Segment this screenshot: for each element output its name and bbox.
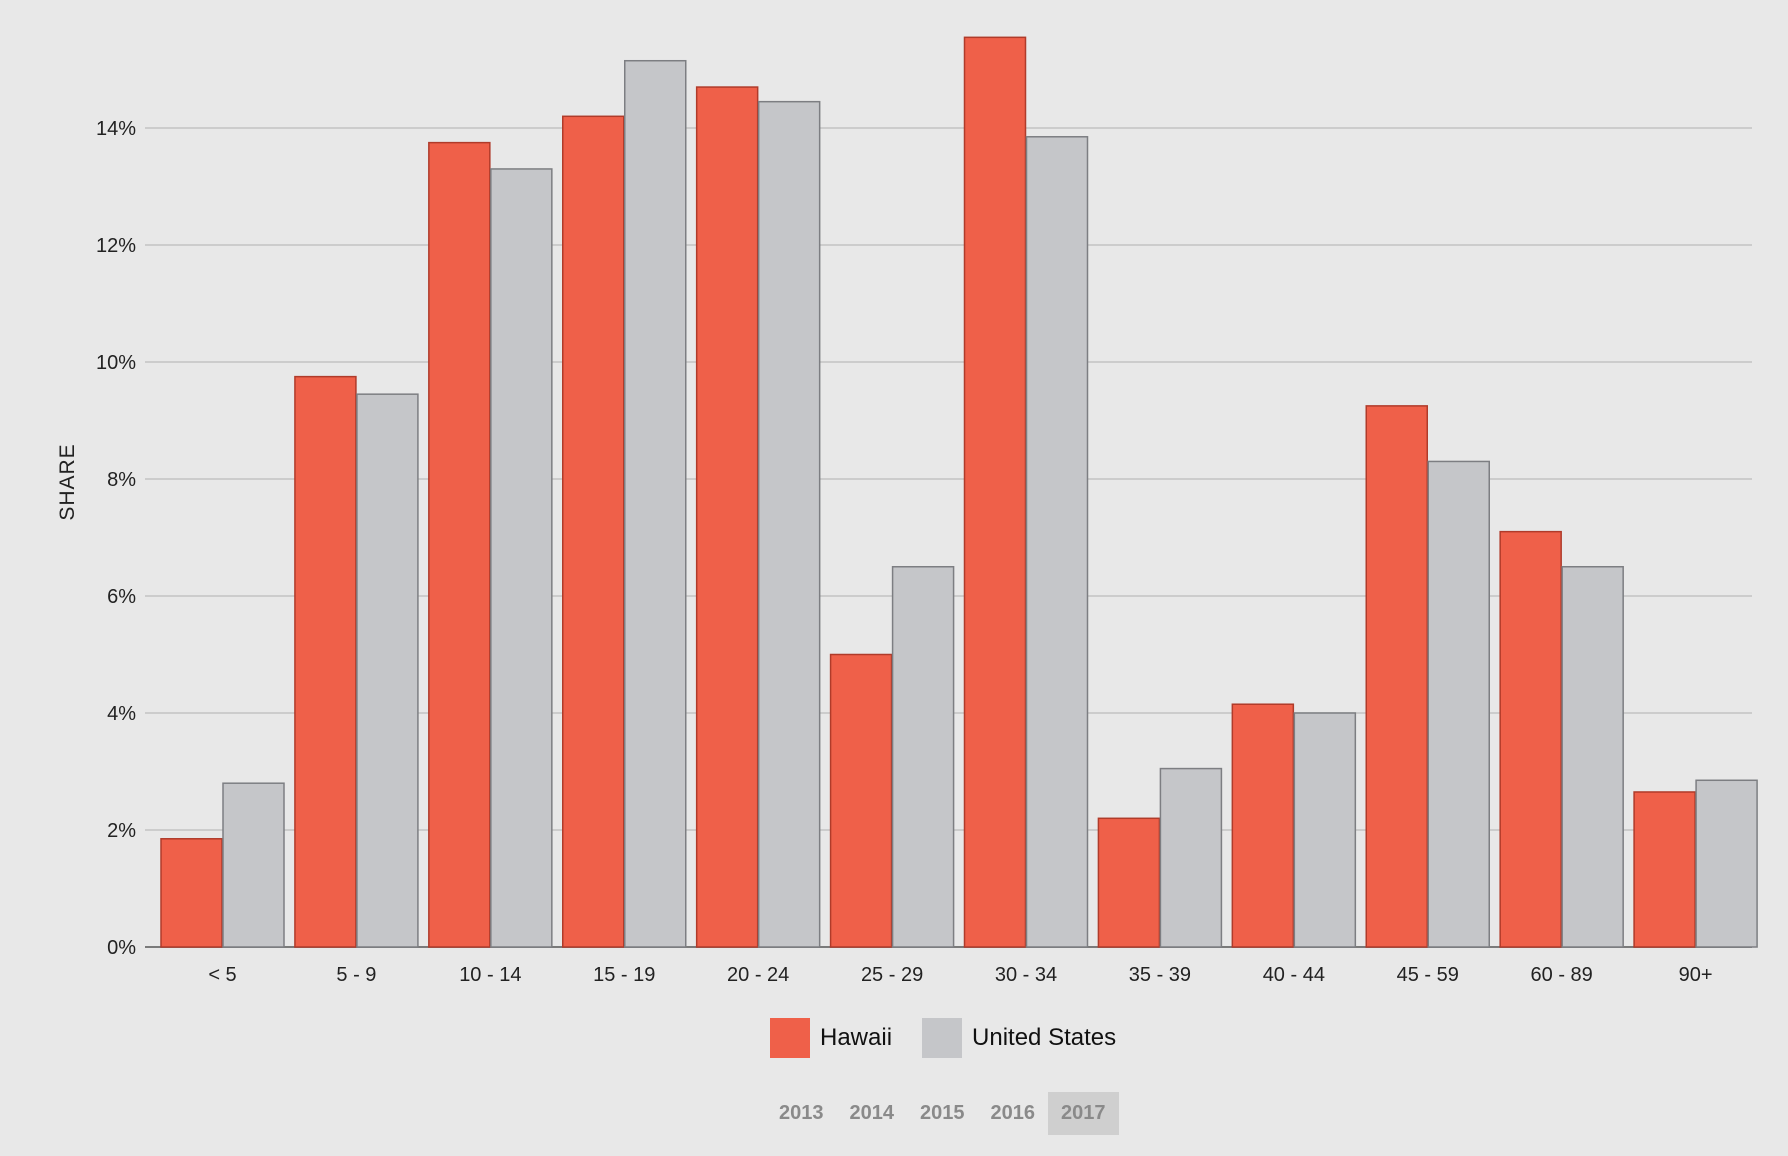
y-axis-ticks: 0% 2% 4% 6% 8% 10% 12% 14%	[96, 118, 136, 959]
bar-hawaii[interactable]	[829, 653, 893, 948]
year-tab-2015[interactable]: 2015	[920, 1102, 965, 1124]
bar-united-states[interactable]	[757, 100, 821, 948]
x-axis-ticks: < 5 5 - 9 10 - 14 15 - 19 20 - 24 25 - 29 30 -…	[208, 964, 1712, 986]
legend-label-united-states: United States	[972, 1024, 1117, 1051]
legend-label-hawaii: Hawaii	[820, 1024, 893, 1051]
x-tick-label: 40 - 44	[1263, 964, 1325, 986]
bar-united-states[interactable]	[490, 168, 553, 948]
year-tab-2013[interactable]: 2013	[779, 1102, 824, 1124]
bar-united-states[interactable]	[1561, 566, 1624, 948]
bar-hawaii[interactable]	[963, 36, 1027, 948]
bar-hawaii[interactable]	[294, 375, 357, 948]
year-selector: 2013 2014 2015 2016 2017	[766, 1092, 1119, 1135]
year-tab-2016[interactable]: 2016	[990, 1102, 1036, 1124]
bar-hawaii[interactable]	[562, 115, 625, 948]
bar-united-states[interactable]	[222, 782, 285, 948]
bar-hawaii[interactable]	[1365, 405, 1428, 948]
y-tick-label: 2%	[107, 820, 136, 842]
legend-item-hawaii[interactable]: Hawaii	[770, 1018, 892, 1058]
bar-hawaii[interactable]	[428, 141, 491, 948]
bar-hawaii[interactable]	[695, 86, 759, 948]
bar-united-states[interactable]	[891, 566, 955, 948]
x-tick-label: 30 - 34	[995, 964, 1057, 986]
x-tick-label: 35 - 39	[1129, 964, 1191, 986]
x-tick-label: 15 - 19	[593, 964, 655, 986]
y-tick-label: 8%	[107, 469, 136, 491]
x-tick-label: 20 - 24	[727, 964, 789, 986]
y-tick-label: 0%	[107, 937, 136, 959]
x-tick-label: 5 - 9	[336, 964, 376, 986]
bar-hawaii[interactable]	[160, 838, 223, 948]
bar-hawaii[interactable]	[1499, 530, 1562, 948]
x-tick-label: 10 - 14	[459, 964, 521, 986]
bar-united-states[interactable]	[1025, 136, 1089, 948]
x-tick-label: 25 - 29	[861, 964, 923, 986]
x-tick-label: 45 - 59	[1397, 964, 1459, 986]
bars	[160, 36, 1758, 948]
year-tab-2014[interactable]: 2014	[849, 1102, 895, 1124]
x-tick-label: 90+	[1679, 964, 1713, 986]
year-tab-2017[interactable]: 2017	[1048, 1092, 1119, 1135]
y-tick-label: 14%	[96, 118, 136, 140]
bar-united-states[interactable]	[356, 393, 419, 948]
y-axis-title: SHARE	[56, 443, 79, 520]
bar-hawaii[interactable]	[1097, 817, 1161, 948]
y-tick-label: 12%	[96, 235, 136, 257]
bar-united-states[interactable]	[1427, 460, 1490, 948]
bar-united-states[interactable]	[1159, 767, 1223, 948]
bar-chart: 0% 2% 4% 6% 8% 10% 12% 14% < 5 5 - 9 10 - 14 15 - …	[56, 36, 1758, 986]
bar-united-states[interactable]	[1695, 779, 1758, 948]
y-tick-label: 10%	[96, 352, 136, 374]
y-tick-label: 6%	[107, 586, 136, 608]
legend-swatch-hawaii	[770, 1018, 810, 1058]
legend-item-united-states[interactable]: United States	[922, 1018, 1116, 1058]
legend: Hawaii United States	[770, 1018, 1146, 1058]
x-tick-label: 60 - 89	[1531, 964, 1593, 986]
bar-united-states[interactable]	[624, 59, 687, 948]
y-tick-label: 4%	[107, 703, 136, 725]
legend-swatch-united-states	[922, 1018, 963, 1058]
x-tick-label: < 5	[208, 964, 236, 986]
bar-hawaii[interactable]	[1633, 791, 1696, 948]
bar-hawaii[interactable]	[1231, 703, 1295, 948]
bar-united-states[interactable]	[1293, 712, 1357, 948]
